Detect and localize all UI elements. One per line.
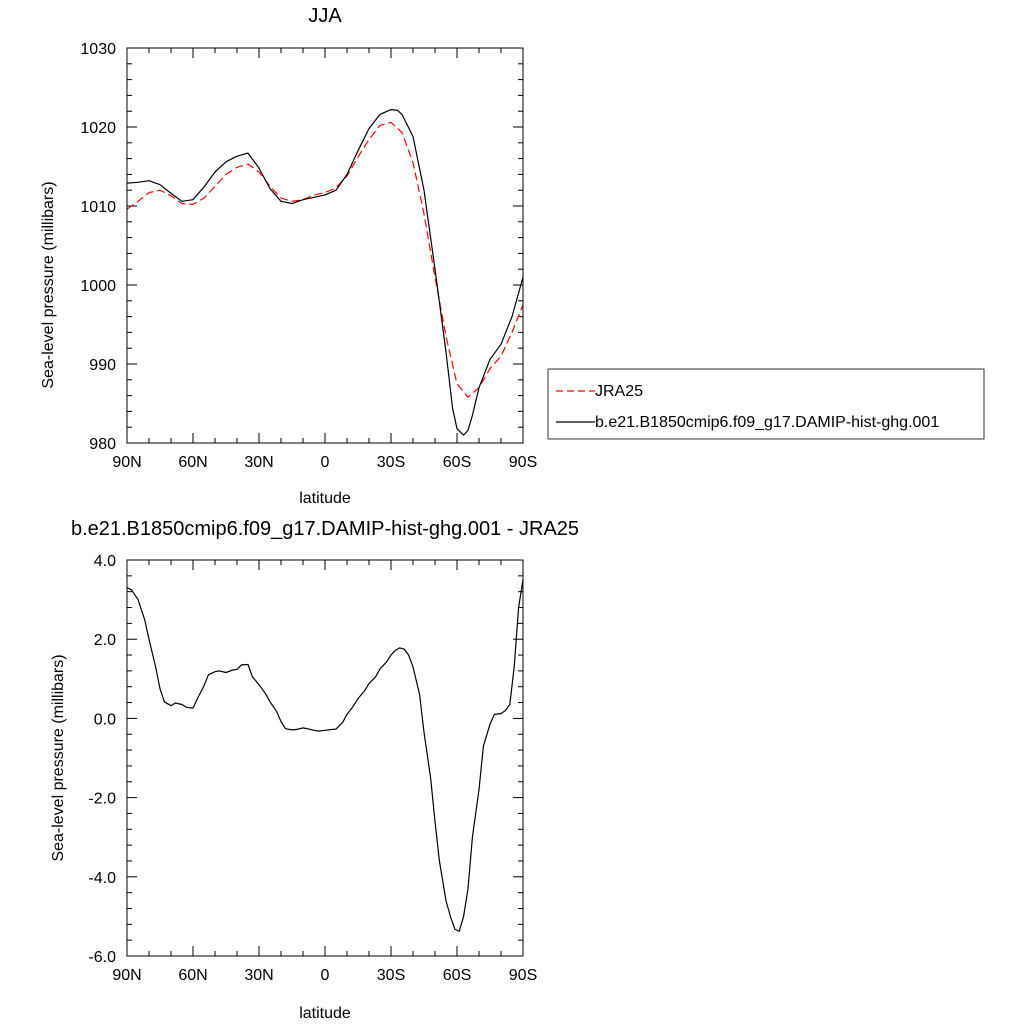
top-plot-frame	[126, 47, 524, 444]
legend-label-jra25: JRA25	[595, 383, 643, 400]
legend: JRA25 b.e21.B1850cmip6.f09_g17.DAMIP-his…	[547, 368, 985, 440]
top-chart-title: JJA	[308, 5, 342, 27]
x-tick-label: 90S	[509, 967, 537, 984]
bottom-x-axis-title: latitude	[299, 1005, 351, 1022]
y-tick-label: 1020	[80, 120, 116, 137]
series-line-1-0	[126, 579, 524, 932]
bottom-y-axis-title: Sea-level pressure (millibars)	[50, 654, 67, 861]
x-tick-label: 0	[321, 454, 330, 471]
top-y-axis-title: Sea-level pressure (millibars)	[40, 181, 57, 388]
y-tick-label: 990	[89, 357, 116, 374]
x-tick-label: 60N	[178, 967, 207, 984]
y-tick-label: 0.0	[94, 711, 116, 728]
x-tick-label: 60S	[443, 967, 471, 984]
y-tick-label: 980	[89, 436, 116, 453]
bottom-chart-title: b.e21.B1850cmip6.f09_g17.DAMIP-hist-ghg.…	[71, 518, 579, 540]
y-tick-label: -6.0	[88, 949, 116, 966]
y-tick-label: -2.0	[88, 791, 116, 808]
y-tick-label: 1010	[80, 199, 116, 216]
bottom-panel: b.e21.B1850cmip6.f09_g17.DAMIP-hist-ghg.…	[50, 518, 579, 1022]
y-tick-label: 2.0	[94, 632, 116, 649]
x-tick-label: 60N	[178, 454, 207, 471]
y-tick-label: 1000	[80, 278, 116, 295]
x-tick-label: 0	[321, 967, 330, 984]
x-tick-label: 30S	[377, 967, 405, 984]
top-panel: JJA Sea-level pressure (millibars) latit…	[40, 5, 537, 507]
y-tick-label: -4.0	[88, 870, 116, 887]
y-tick-label: 4.0	[94, 553, 116, 570]
series-line-0-0	[126, 121, 524, 398]
y-tick-label: 1030	[80, 41, 116, 58]
x-tick-label: 90N	[112, 454, 141, 471]
bottom-plot-frame	[126, 559, 524, 957]
x-tick-label: 30S	[377, 454, 405, 471]
legend-label-model: b.e21.B1850cmip6.f09_g17.DAMIP-hist-ghg.…	[595, 414, 939, 431]
x-tick-label: 30N	[244, 454, 273, 471]
series-line-0-1	[126, 109, 524, 436]
x-tick-label: 90S	[509, 454, 537, 471]
x-tick-label: 90N	[112, 967, 141, 984]
x-tick-label: 30N	[244, 967, 273, 984]
legend-box	[547, 368, 985, 440]
top-x-axis-title: latitude	[299, 490, 351, 507]
x-tick-label: 60S	[443, 454, 471, 471]
